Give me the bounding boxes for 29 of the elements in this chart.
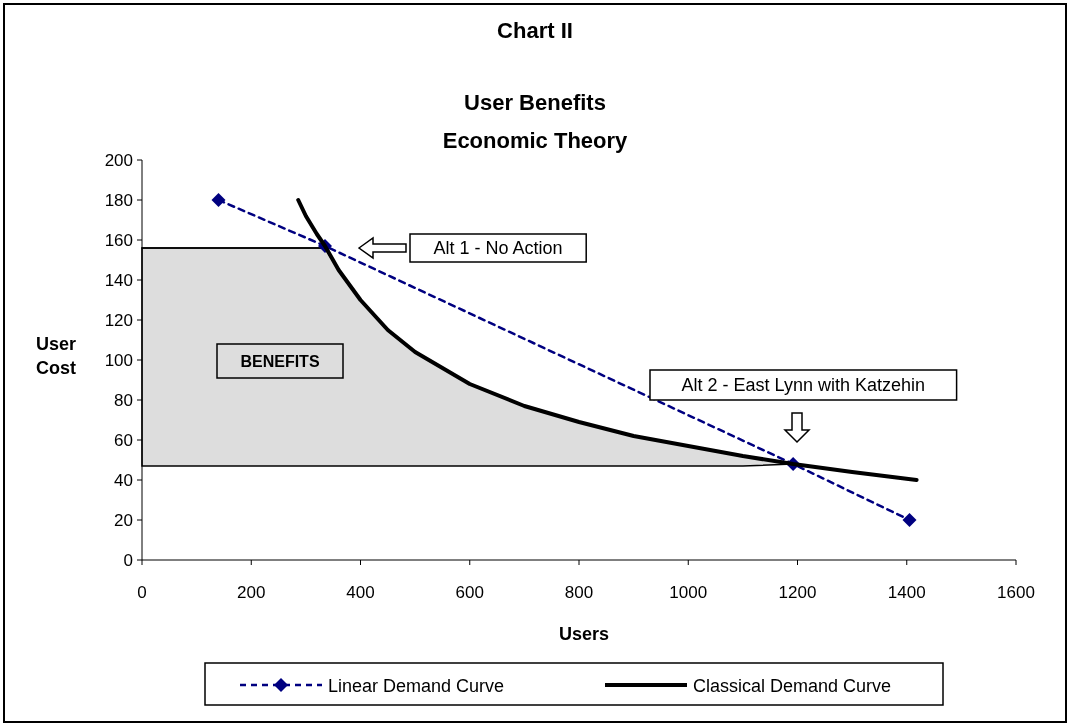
y-tick-label: 40 [114, 471, 133, 490]
x-tick-label: 1000 [669, 583, 708, 602]
legend-label: Linear Demand Curve [328, 676, 505, 696]
x-tick-label: 1600 [997, 583, 1035, 602]
y-tick-label: 60 [114, 431, 133, 450]
legend-label: Classical Demand Curve [693, 676, 892, 696]
x-tick-label: 1400 [887, 583, 926, 602]
x-tick-label: 600 [455, 583, 484, 602]
chart-title: Chart II [497, 18, 573, 43]
annotation: Alt 2 - East Lynn with Katzehin [681, 375, 926, 395]
x-tick-label: 200 [237, 583, 266, 602]
annotation: BENEFITS [240, 353, 320, 370]
x-axis-title: Users [558, 624, 610, 644]
y-tick-label: 200 [104, 151, 133, 170]
y-tick-label: 140 [104, 271, 133, 290]
y-tick-label: 160 [104, 231, 133, 250]
chart-subtitle: User Benefits Economic Theory [442, 90, 629, 153]
y-tick-label: 120 [104, 311, 133, 330]
x-tick-label: 1200 [778, 583, 817, 602]
y-axis-title: User Cost [35, 334, 77, 378]
y-tick-label: 20 [114, 511, 133, 530]
x-tick-label: 0 [137, 583, 147, 602]
annotation: Alt 1 - No Action [433, 238, 563, 258]
x-tick-label: 400 [346, 583, 375, 602]
y-tick-label: 100 [104, 351, 133, 370]
y-tick-label: 80 [114, 391, 133, 410]
y-tick-label: 0 [123, 551, 133, 570]
y-tick-label: 180 [104, 191, 133, 210]
x-tick-label: 800 [564, 583, 594, 602]
